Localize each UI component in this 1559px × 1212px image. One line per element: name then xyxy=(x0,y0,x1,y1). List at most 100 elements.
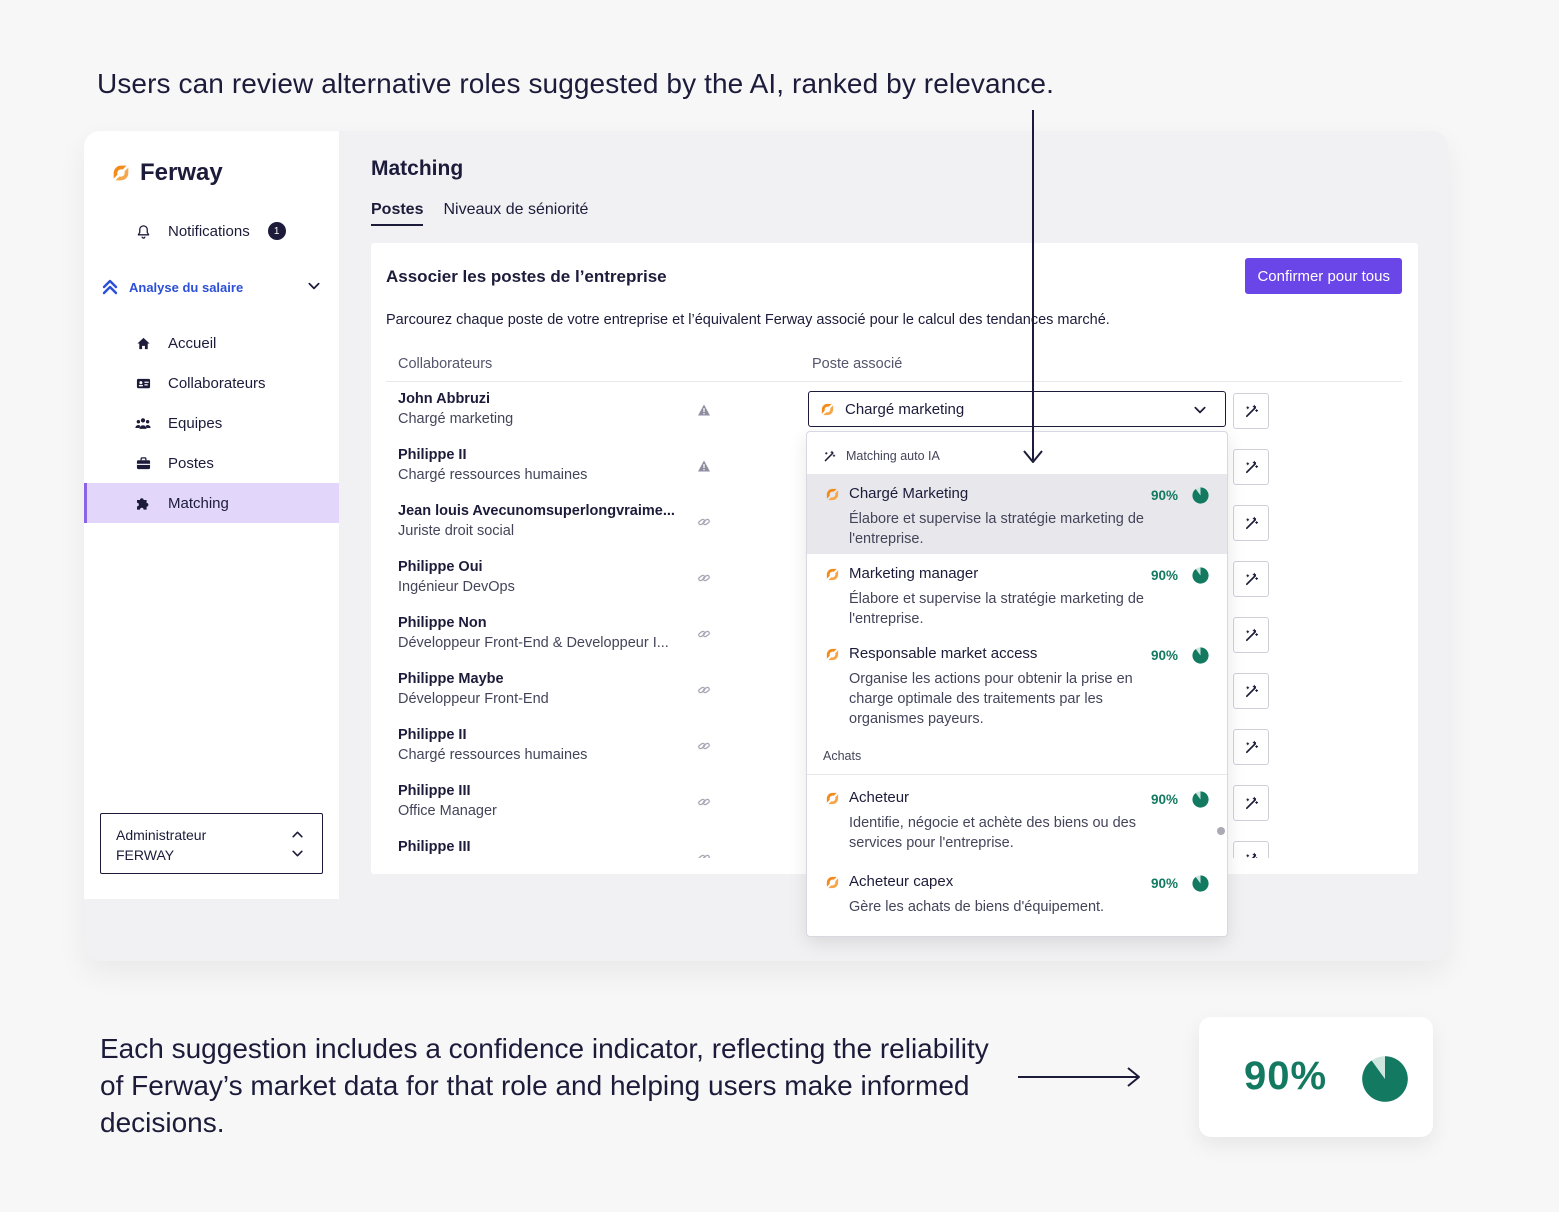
link-icon xyxy=(697,571,711,585)
option-title: Acheteur xyxy=(849,789,910,806)
table-row[interactable]: Jean louis Avecunomsuperlongvraime... Ju… xyxy=(371,495,1418,551)
table-row[interactable]: Philippe II Chargé ressources humaines xyxy=(371,719,1418,775)
magic-wand-icon xyxy=(1244,740,1259,755)
account-org: FERWAY xyxy=(116,847,175,863)
collaborator-role: Chargé ressources humaines xyxy=(398,467,588,483)
option-description: Élabore et supervise la stratégie market… xyxy=(849,511,1144,547)
confirm-all-button[interactable]: Confirmer pour tous xyxy=(1245,258,1402,294)
option-title: Acheteur capex xyxy=(849,873,954,890)
table-row[interactable]: Philippe III xyxy=(371,831,1418,858)
sidebar-item-matching[interactable]: Matching xyxy=(84,483,339,523)
link-icon xyxy=(697,795,711,809)
magic-wand-icon xyxy=(1244,796,1259,811)
magic-wand-icon xyxy=(1244,852,1259,859)
dropdown-scrollbar[interactable] xyxy=(1217,827,1225,835)
confidence-value-large: 90% xyxy=(1244,1054,1328,1098)
auto-match-button[interactable] xyxy=(1233,785,1269,821)
option-description: Organise les actions pour obtenir la pri… xyxy=(849,671,1133,727)
auto-match-button[interactable] xyxy=(1233,561,1269,597)
annotation-bottom: Each suggestion includes a confidence in… xyxy=(100,1033,989,1138)
tab-niveaux-seniorite[interactable]: Niveaux de séniorité xyxy=(443,201,589,218)
dropdown-option[interactable]: Responsable market access Organise les a… xyxy=(807,634,1227,734)
collaborator-role: Chargé ressources humaines xyxy=(398,747,588,763)
dropdown-group-ai: Matching auto IA xyxy=(823,449,940,463)
auto-match-button[interactable] xyxy=(1233,505,1269,541)
column-header-collaborators: Collaborateurs xyxy=(398,356,493,372)
table-row[interactable]: Philippe III Office Manager xyxy=(371,775,1418,831)
auto-match-button[interactable] xyxy=(1233,841,1269,858)
briefcase-icon xyxy=(134,454,152,472)
sidebar-item-notifications[interactable]: Notifications 1 xyxy=(84,211,339,251)
magic-wand-icon xyxy=(1244,516,1259,531)
section-label: Analyse du salaire xyxy=(129,279,244,295)
associated-role-select[interactable]: Chargé marketing xyxy=(808,391,1226,427)
group-label: Achats xyxy=(823,749,862,763)
auto-match-button[interactable] xyxy=(1233,393,1269,429)
chevrons-up-icon xyxy=(101,278,119,296)
magic-wand-icon xyxy=(1244,404,1259,419)
confidence-pie-icon xyxy=(1192,567,1209,584)
home-icon xyxy=(134,334,152,352)
option-title: Chargé Marketing xyxy=(849,485,969,502)
confidence-value: 90% xyxy=(1151,876,1179,891)
ferway-logo-icon xyxy=(819,401,836,418)
table-row[interactable]: John Abbruzi Chargé marketing xyxy=(371,383,1418,439)
link-icon xyxy=(697,627,711,641)
dropdown-option[interactable]: Acheteur capex Gère les achats de biens … xyxy=(807,862,1227,932)
confidence-pie-icon xyxy=(1192,791,1209,808)
sidebar-section-salary-analysis[interactable]: Analyse du salaire xyxy=(84,269,339,305)
collaborator-name: Philippe II xyxy=(398,447,467,463)
table-body: John Abbruzi Chargé marketing Philippe I… xyxy=(371,383,1418,858)
sidebar-item-label: Matching xyxy=(168,494,229,512)
magic-wand-icon xyxy=(1244,684,1259,699)
table-row[interactable]: Philippe II Chargé ressources humaines xyxy=(371,439,1418,495)
collaborator-name: Jean louis Avecunomsuperlongvraime... xyxy=(398,503,675,519)
sidebar-item-postes[interactable]: Postes xyxy=(84,443,339,483)
dropdown-option[interactable]: Marketing manager Élabore et supervise l… xyxy=(807,554,1227,634)
select-value: Chargé marketing xyxy=(845,400,965,418)
collaborator-name: Philippe II xyxy=(398,727,467,743)
ferway-logo-icon xyxy=(824,566,841,583)
table-row[interactable]: Philippe Non Développeur Front-End & Dev… xyxy=(371,607,1418,663)
dropdown-divider xyxy=(807,774,1227,775)
option-description: Gère les achats de biens d'équipement. xyxy=(849,899,1105,915)
confidence-pie-icon-large xyxy=(1362,1056,1408,1102)
collaborator-role: Chargé marketing xyxy=(398,411,514,427)
tab-postes[interactable]: Postes xyxy=(371,201,424,226)
option-description: Identifie, négocie et achète des biens o… xyxy=(849,815,1136,851)
team-icon xyxy=(134,414,152,432)
dropdown-option[interactable]: Acheteur Identifie, négocie et achète de… xyxy=(807,778,1227,858)
magic-wand-icon xyxy=(1244,628,1259,643)
page-title: Matching xyxy=(371,157,464,180)
dropdown-option[interactable]: Chargé Marketing Élabore et supervise la… xyxy=(807,474,1227,554)
magic-wand-icon xyxy=(1244,460,1259,475)
chevron-down-icon xyxy=(291,847,304,860)
auto-match-button[interactable] xyxy=(1233,673,1269,709)
id-card-icon xyxy=(134,374,152,392)
table-row[interactable]: Philippe Oui Ingénieur DevOps xyxy=(371,551,1418,607)
app-window: Ferway Notifications 1 Analyse du salair… xyxy=(84,131,1448,961)
link-icon xyxy=(697,851,711,858)
account-switcher[interactable]: Administrateur FERWAY xyxy=(100,813,323,874)
ferway-logo-icon xyxy=(824,874,841,891)
card-title: Associer les postes de l’entreprise xyxy=(386,267,667,286)
confidence-pie-icon xyxy=(1192,875,1209,892)
role-suggestions-dropdown[interactable]: Matching auto IA Chargé Marketing Élabor… xyxy=(806,431,1228,937)
auto-match-button[interactable] xyxy=(1233,729,1269,765)
sidebar-item-accueil[interactable]: Accueil xyxy=(84,323,339,363)
sidebar-item-label: Accueil xyxy=(168,334,217,352)
auto-match-button[interactable] xyxy=(1233,617,1269,653)
magic-wand-icon xyxy=(823,450,836,463)
link-icon xyxy=(697,739,711,753)
auto-match-button[interactable] xyxy=(1233,449,1269,485)
annotation-arrow-down xyxy=(1023,110,1043,463)
collaborator-role: Développeur Front-End xyxy=(398,691,549,707)
group-label: Matching auto IA xyxy=(846,449,940,463)
sidebar-item-equipes[interactable]: Equipes xyxy=(84,403,339,443)
option-title: Responsable market access xyxy=(849,645,1038,662)
logo[interactable]: Ferway xyxy=(110,159,223,187)
sidebar-item-collaborateurs[interactable]: Collaborateurs xyxy=(84,363,339,403)
confidence-indicator-card: 90% xyxy=(1199,1017,1433,1137)
table-row[interactable]: Philippe Maybe Développeur Front-End xyxy=(371,663,1418,719)
column-header-associated-role: Poste associé xyxy=(812,356,903,372)
